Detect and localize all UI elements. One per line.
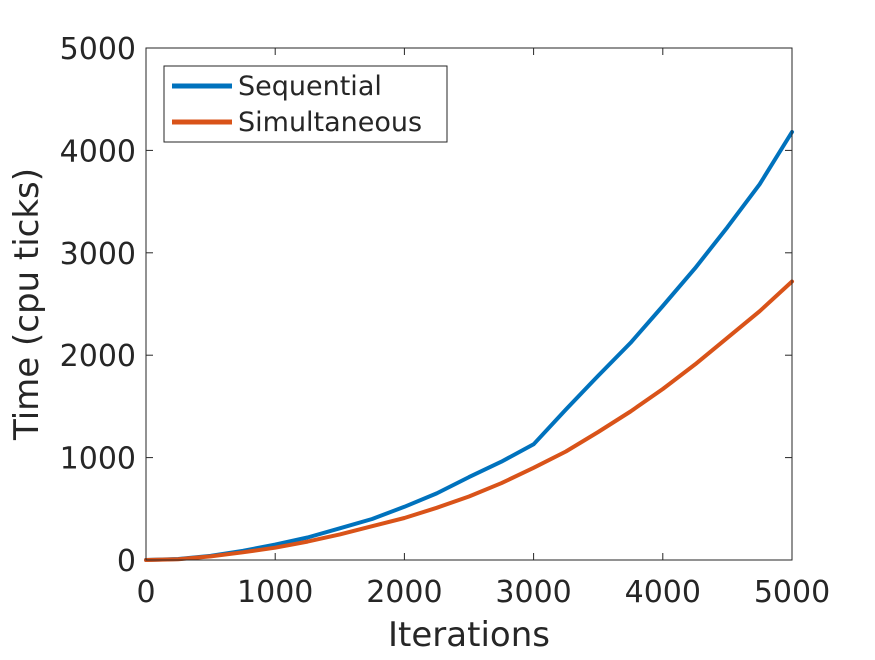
y-tick-label: 3000 <box>60 237 136 272</box>
legend: Sequential Simultaneous <box>163 65 448 143</box>
x-tick-label: 0 <box>136 575 155 610</box>
legend-label-simultaneous: Simultaneous <box>238 107 422 138</box>
series-layer <box>144 130 794 562</box>
x-axis-label: Iterations <box>388 615 550 655</box>
x-tick-label: 5000 <box>754 575 830 610</box>
x-tick-label: 3000 <box>495 575 571 610</box>
x-tick-label: 1000 <box>237 575 313 610</box>
y-axis-label: Time (cpu ticks) <box>7 168 47 441</box>
legend-label-sequential: Sequential <box>238 71 382 102</box>
ticks-layer: 0 1000 2000 3000 4000 5000 0 1000 2000 3000 4000 50… <box>60 32 831 610</box>
series-line-sequential <box>144 130 794 562</box>
y-tick-label: 4000 <box>60 134 136 169</box>
plot-frame <box>145 47 793 561</box>
y-tick-label: 5000 <box>60 32 136 67</box>
y-tick-label: 0 <box>117 544 136 579</box>
y-tick-label: 1000 <box>60 442 136 477</box>
x-tick-label: 2000 <box>366 575 442 610</box>
legend-box <box>163 65 448 143</box>
series-line-simultaneous <box>144 279 794 562</box>
y-tick-label: 2000 <box>60 339 136 374</box>
x-tick-label: 4000 <box>625 575 701 610</box>
